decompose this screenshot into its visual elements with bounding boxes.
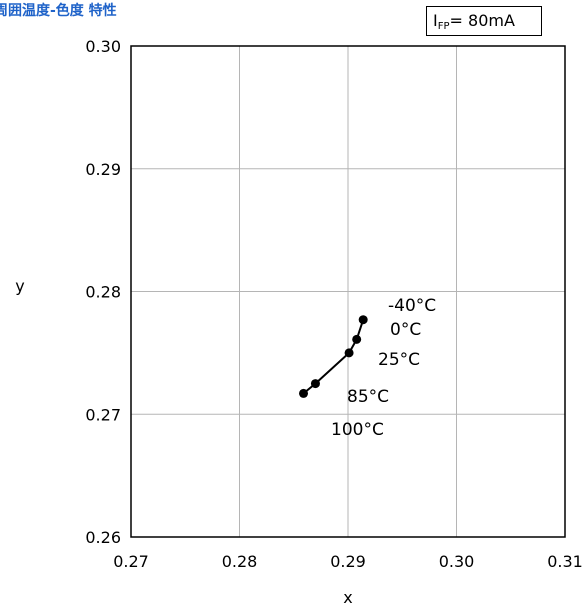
- x-tick-label: 0.29: [330, 552, 366, 571]
- y-axis-label: y: [15, 277, 24, 296]
- data-point: [352, 334, 362, 344]
- y-tick-label: 0.30: [85, 37, 121, 56]
- x-tick-label: 0.31: [547, 552, 583, 571]
- grid-lines: [131, 46, 565, 537]
- test-condition-box: IFP= 80mA: [426, 6, 542, 36]
- y-tick-label: 0.27: [85, 405, 121, 424]
- temperature-label: 0°C: [390, 320, 421, 340]
- x-axis-label: x: [343, 588, 352, 607]
- data-points: [299, 315, 368, 398]
- temperature-label: 100°C: [331, 420, 384, 440]
- chart-title: 周囲温度-色度 特性: [0, 3, 117, 19]
- data-point: [299, 388, 309, 398]
- data-point: [344, 348, 354, 358]
- condition-value: = 80mA: [449, 11, 515, 30]
- temperature-label: 25°C: [378, 350, 420, 370]
- temperature-label: -40°C: [388, 296, 436, 316]
- x-tick-label: 0.27: [113, 552, 149, 571]
- condition-subscript: FP: [437, 21, 450, 32]
- data-point: [310, 379, 320, 389]
- temperature-label: 85°C: [347, 387, 389, 407]
- y-tick-labels: 0.30 0.29 0.28 0.27 0.26: [85, 37, 121, 547]
- y-tick-label: 0.26: [85, 528, 121, 547]
- y-tick-label: 0.29: [85, 160, 121, 179]
- data-point: [358, 315, 368, 325]
- temperature-annotations: -40°C 0°C 25°C 85°C 100°C: [331, 296, 436, 440]
- x-tick-labels: 0.27 0.28 0.29 0.30 0.31: [113, 552, 583, 571]
- x-tick-label: 0.30: [439, 552, 475, 571]
- x-tick-label: 0.28: [222, 552, 258, 571]
- plot-area: [130, 45, 566, 538]
- condition-symbol: I: [433, 11, 438, 30]
- y-tick-label: 0.28: [85, 283, 121, 302]
